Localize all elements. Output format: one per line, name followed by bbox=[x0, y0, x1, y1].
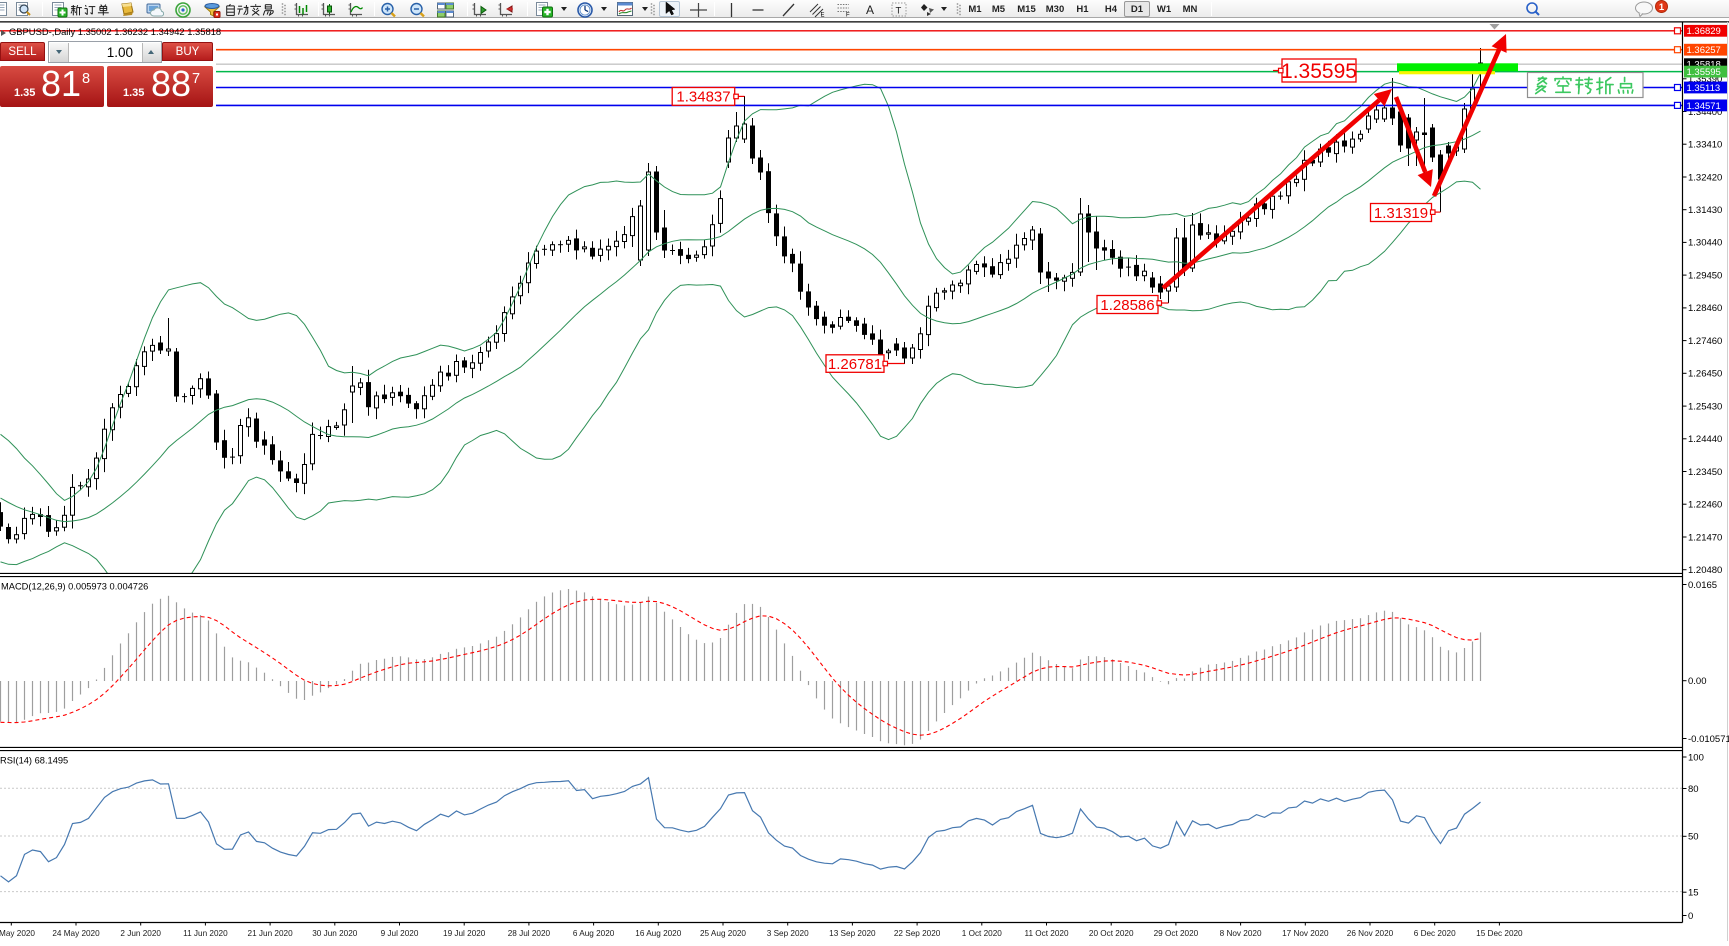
svg-text:3 Sep 2020: 3 Sep 2020 bbox=[767, 929, 809, 938]
svg-text:RSI(14) 68.1495: RSI(14) 68.1495 bbox=[0, 756, 68, 766]
svg-text:T: T bbox=[896, 6, 902, 17]
svg-text:0.0165: 0.0165 bbox=[1688, 580, 1717, 591]
svg-text:15: 15 bbox=[1688, 888, 1699, 899]
svg-text:11 Jun 2020: 11 Jun 2020 bbox=[183, 929, 228, 938]
svg-text:1 Oct 2020: 1 Oct 2020 bbox=[962, 929, 1003, 938]
svg-text:1.35595: 1.35595 bbox=[1281, 60, 1357, 83]
svg-text:24 May 2020: 24 May 2020 bbox=[52, 929, 100, 938]
svg-text:1.24440: 1.24440 bbox=[1688, 434, 1722, 445]
svg-text:-0.010571: -0.010571 bbox=[1688, 734, 1729, 745]
svg-text:1.36829: 1.36829 bbox=[1687, 26, 1721, 37]
svg-text:F: F bbox=[846, 13, 850, 19]
svg-text:0.00: 0.00 bbox=[1688, 676, 1707, 687]
svg-text:1.36257: 1.36257 bbox=[1687, 45, 1721, 56]
svg-text:MACD(12,26,9) 0.005973 0.00472: MACD(12,26,9) 0.005973 0.004726 bbox=[1, 582, 148, 592]
svg-text:0: 0 bbox=[1688, 911, 1693, 922]
svg-text:1.28586: 1.28586 bbox=[1100, 297, 1154, 314]
svg-text:20 Oct 2020: 20 Oct 2020 bbox=[1089, 929, 1134, 938]
svg-text:1.28460: 1.28460 bbox=[1688, 303, 1722, 314]
svg-text:16 Aug 2020: 16 Aug 2020 bbox=[635, 929, 681, 938]
svg-text:1.35595: 1.35595 bbox=[1687, 67, 1721, 78]
svg-text:1.35113: 1.35113 bbox=[1687, 83, 1721, 94]
svg-text:15 Dec 2020: 15 Dec 2020 bbox=[1476, 929, 1523, 938]
svg-text:2 Jun 2020: 2 Jun 2020 bbox=[120, 929, 161, 938]
svg-text:1.34837: 1.34837 bbox=[676, 89, 730, 106]
svg-text:26 Nov 2020: 26 Nov 2020 bbox=[1347, 929, 1394, 938]
svg-text:1.34571: 1.34571 bbox=[1687, 101, 1721, 112]
svg-text:21 Jun 2020: 21 Jun 2020 bbox=[248, 929, 294, 938]
svg-text:1.30440: 1.30440 bbox=[1688, 238, 1722, 249]
svg-text:50: 50 bbox=[1688, 832, 1699, 843]
svg-text:9 Jul 2020: 9 Jul 2020 bbox=[381, 929, 419, 938]
svg-text:1.21470: 1.21470 bbox=[1688, 532, 1722, 543]
svg-text:8 Nov 2020: 8 Nov 2020 bbox=[1220, 929, 1262, 938]
svg-text:1.33410: 1.33410 bbox=[1688, 140, 1722, 151]
svg-text:GBPUSD-,Daily 1.35002 1.36232: GBPUSD-,Daily 1.35002 1.36232 1.34942 1.… bbox=[9, 26, 221, 37]
svg-text:100: 100 bbox=[1688, 752, 1704, 763]
svg-text:E: E bbox=[821, 13, 825, 19]
svg-text:1.22460: 1.22460 bbox=[1688, 500, 1722, 511]
svg-text:1.23450: 1.23450 bbox=[1688, 467, 1722, 478]
svg-text:80: 80 bbox=[1688, 784, 1699, 795]
svg-text:1.31319: 1.31319 bbox=[1374, 205, 1428, 222]
svg-text:1.20480: 1.20480 bbox=[1688, 565, 1722, 576]
svg-text:29 Oct 2020: 29 Oct 2020 bbox=[1154, 929, 1199, 938]
svg-text:1.31430: 1.31430 bbox=[1688, 205, 1722, 216]
svg-text:25 Aug 2020: 25 Aug 2020 bbox=[700, 929, 746, 938]
svg-text:30 Jun 2020: 30 Jun 2020 bbox=[312, 929, 358, 938]
svg-text:22 Sep 2020: 22 Sep 2020 bbox=[894, 929, 941, 938]
svg-text:13 May 2020: 13 May 2020 bbox=[0, 929, 35, 938]
svg-text:19 Jul 2020: 19 Jul 2020 bbox=[443, 929, 486, 938]
svg-text:1.32420: 1.32420 bbox=[1688, 172, 1722, 183]
svg-text:1.25430: 1.25430 bbox=[1688, 401, 1722, 412]
svg-text:17 Nov 2020: 17 Nov 2020 bbox=[1282, 929, 1329, 938]
svg-text:13 Sep 2020: 13 Sep 2020 bbox=[829, 929, 876, 938]
svg-text:6 Dec 2020: 6 Dec 2020 bbox=[1414, 929, 1456, 938]
svg-text:6 Aug 2020: 6 Aug 2020 bbox=[573, 929, 615, 938]
svg-text:11 Oct 2020: 11 Oct 2020 bbox=[1025, 929, 1069, 938]
svg-text:1.27460: 1.27460 bbox=[1688, 336, 1722, 347]
svg-text:28 Jul 2020: 28 Jul 2020 bbox=[508, 929, 551, 938]
svg-text:1.29450: 1.29450 bbox=[1688, 271, 1722, 282]
svg-text:1.26781: 1.26781 bbox=[828, 356, 882, 373]
svg-text:1.26450: 1.26450 bbox=[1688, 369, 1722, 380]
